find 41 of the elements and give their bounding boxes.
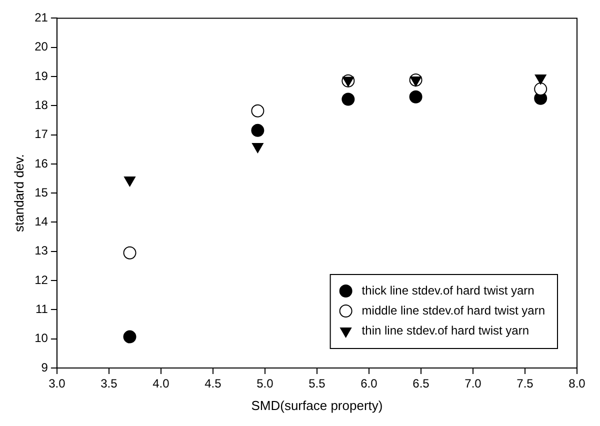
x-tick-label: 7.5 — [516, 376, 534, 391]
y-tick-label: 15 — [34, 185, 48, 200]
y-tick-label: 9 — [41, 360, 48, 374]
point — [342, 76, 354, 87]
point — [342, 92, 355, 106]
y-tick-label: 13 — [34, 244, 48, 258]
point — [252, 142, 264, 153]
y-tick-label: 16 — [34, 156, 48, 170]
x-axis-title: SMD(surface property) — [251, 398, 383, 413]
point — [409, 90, 422, 104]
y-tick-label: 18 — [34, 98, 48, 112]
x-tick-label: 3.5 — [100, 376, 118, 391]
x-tick-label: 5.0 — [256, 376, 274, 391]
y-tick-label: 11 — [35, 302, 48, 316]
y-tick-label: 20 — [34, 40, 48, 54]
point — [534, 82, 548, 96]
y-tick-label: 17 — [34, 127, 48, 142]
x-tick-label: 6.0 — [360, 376, 378, 391]
x-tick-label: 6.5 — [412, 376, 430, 391]
point — [123, 330, 136, 344]
x-tick-label: 4.5 — [204, 376, 222, 391]
point — [410, 76, 422, 86]
x-tick-label: 3.0 — [48, 376, 66, 391]
point — [251, 104, 264, 118]
point — [124, 176, 136, 186]
y-axis-title: standard dev. — [11, 154, 26, 232]
x-tick-label: 5.5 — [308, 376, 326, 391]
point — [123, 246, 136, 260]
x-tick-label: 8.0 — [568, 376, 586, 391]
y-tick-label: 10 — [34, 331, 48, 346]
y-tick-label: 14 — [34, 214, 48, 229]
y-tick-label: 21 — [34, 10, 48, 25]
x-tick-label: 4.0 — [152, 376, 170, 391]
x-tick-label: 7.0 — [464, 376, 482, 391]
y-tick-label: 12 — [34, 272, 48, 287]
legend-label: thin line stdev.of hard twist yarn — [362, 323, 530, 338]
point — [534, 74, 546, 84]
y-tick-label: 19 — [34, 68, 48, 83]
legend-label: middle line stdev.of hard twist yarn — [362, 303, 546, 318]
legend-label: thick line stdev.of hard twist yarn — [362, 283, 534, 298]
point — [251, 124, 264, 137]
